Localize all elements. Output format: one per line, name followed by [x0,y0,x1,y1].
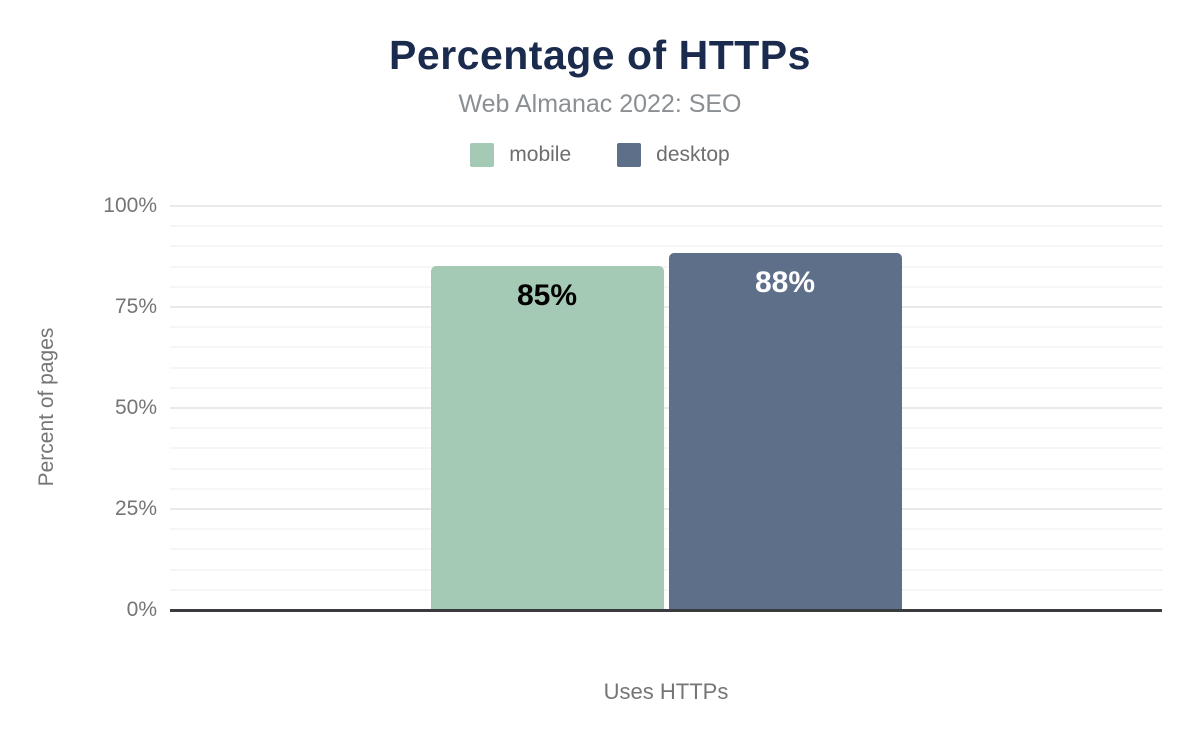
gridline-minor [170,366,1162,369]
gridline-minor [170,346,1162,349]
gridline-minor [170,245,1162,248]
y-tick-label: 50% [114,396,157,419]
gridline-minor [170,265,1162,268]
gridline-minor [170,568,1162,571]
x-axis-label: Uses HTTPs [603,679,729,704]
gridline-minor [170,386,1162,389]
legend-swatch-desktop [617,143,642,167]
gridline-minor [170,588,1162,591]
gridline-minor [170,427,1162,430]
y-axis-title: Percent of pages [35,327,58,487]
plot-area: 85% 88% [170,205,1162,612]
chart-subtitle: Web Almanac 2022: SEO [458,90,742,118]
y-tick-label: 25% [114,497,157,520]
y-tick-label: 100% [103,194,157,217]
legend: mobile desktop [0,143,1200,167]
gridline-major [170,205,1162,207]
bar-value-label-mobile: 85% [516,278,578,312]
legend-item-mobile: mobile [470,143,571,167]
gridline-major [170,306,1162,308]
gridline-minor [170,326,1162,329]
bar-mobile: 85% [430,265,664,609]
gridline-minor [170,487,1162,490]
gridline-minor [170,548,1162,551]
chart-title: Percentage of HTTPs [389,32,811,78]
gridline-minor [170,467,1162,470]
gridline-minor [170,528,1162,531]
legend-label-mobile: mobile [509,143,572,166]
gridline-minor [170,447,1162,450]
y-tick-label: 0% [126,598,157,621]
gridline-minor [170,285,1162,288]
bar-value-label-desktop: 88% [754,266,816,300]
legend-item-desktop: desktop [617,143,730,167]
legend-swatch-mobile [470,143,495,167]
gridline-minor [170,225,1162,228]
gridline-major [170,508,1162,510]
y-tick-label: 75% [114,295,157,318]
legend-label-desktop: desktop [656,143,730,166]
bar-desktop: 88% [668,253,902,609]
gridline-major [170,407,1162,409]
